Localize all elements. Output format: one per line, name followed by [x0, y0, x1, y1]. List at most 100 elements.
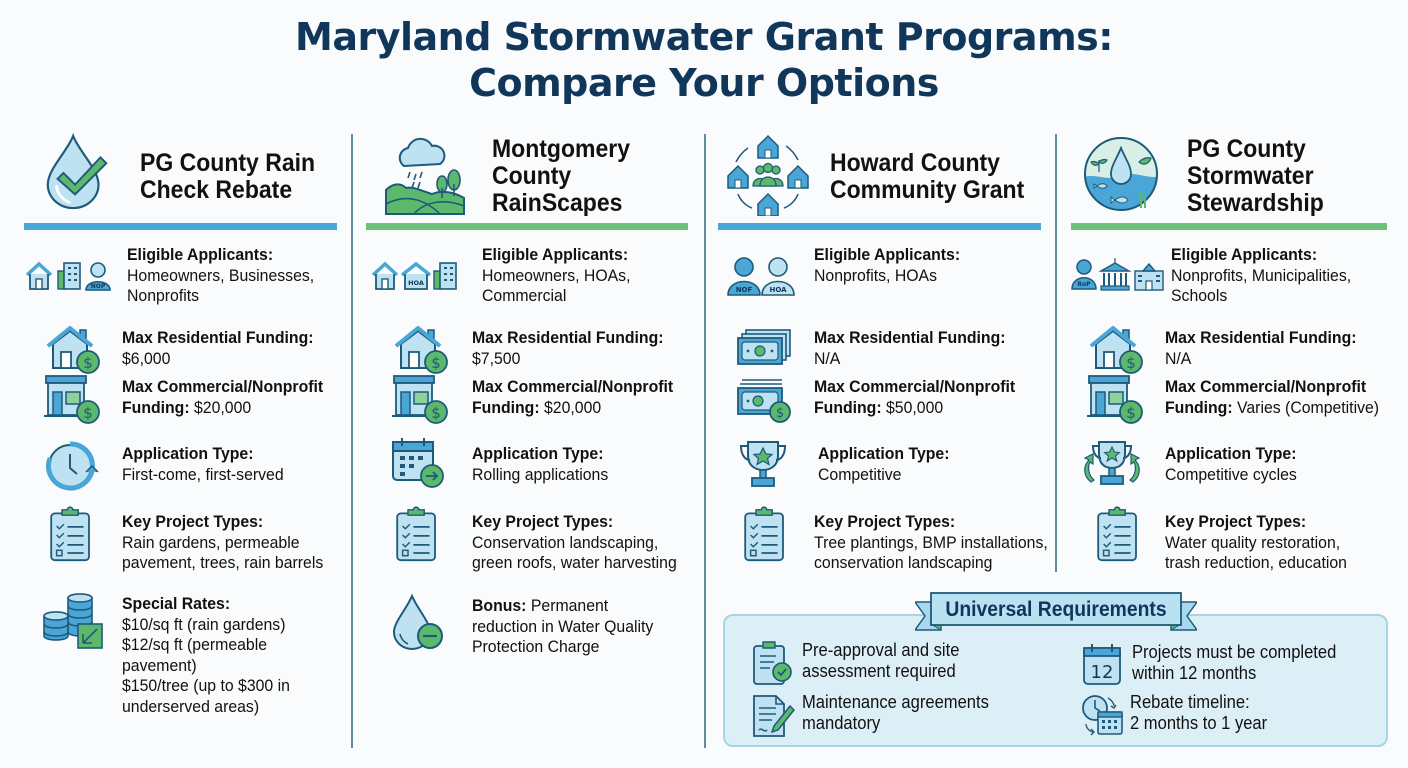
- trophy-cycle-icon: [1083, 441, 1141, 485]
- row-label: Max Commercial/Nonprofit: [122, 377, 324, 396]
- calendar-12-icon: 12: [1083, 644, 1121, 685]
- community-houses-cycle-icon: [727, 134, 809, 216]
- row-label: Application Type:: [818, 444, 950, 463]
- row-value: $150/tree (up to $300 in: [122, 676, 290, 695]
- house-dollar-icon: [42, 322, 102, 376]
- row-value: Protection Charge: [472, 637, 600, 656]
- rain-cloud-landscape-icon: [385, 137, 465, 215]
- row-value: Nonprofits, Municipalities,: [1171, 265, 1352, 285]
- row-label: Application Type:: [472, 444, 604, 463]
- clipboard-checklist-icon: [738, 505, 792, 565]
- svg-text:12: 12: [1091, 662, 1114, 683]
- row-value: underserved areas): [122, 696, 260, 716]
- row-label: Application Type:: [122, 444, 254, 463]
- row-value: $10/sq ft (rain gardens): [122, 614, 286, 634]
- clock-calendar-icon: [1082, 695, 1123, 736]
- requirement-text: 2 months to 1 year: [1130, 713, 1268, 733]
- row-label: Eligible Applicants:: [1171, 245, 1318, 264]
- row-label: Funding:: [472, 397, 540, 417]
- program-header: PG County Rain Check Rebate: [24, 130, 344, 212]
- requirement-text: within 12 months: [1132, 663, 1257, 683]
- row-value: trash reduction, education: [1165, 553, 1347, 572]
- svg-text:RoP: RoP: [1077, 281, 1091, 288]
- row-value: Homeowners, HOAs,: [482, 265, 631, 285]
- homes-hoa-commercial-icon: HOA: [371, 261, 457, 290]
- row-value: N/A: [1165, 348, 1192, 368]
- row-value: Rain gardens, permeable: [122, 532, 300, 552]
- row-value: $20,000: [194, 397, 252, 417]
- row-label: Funding:: [122, 397, 190, 417]
- program-header: Montgomery County RainScapes: [368, 130, 688, 217]
- column-divider: [1055, 134, 1057, 572]
- water-drop-check-icon: [46, 132, 108, 210]
- row-value: pavement, trees, rain barrels: [122, 553, 324, 572]
- universal-requirements-ribbon: [915, 592, 1197, 631]
- water-drop-minus-icon: [392, 593, 443, 650]
- row-value: Rolling applications: [472, 464, 609, 484]
- page-title: Maryland Stormwater Grant Programs: Comp…: [0, 14, 1408, 106]
- row-value: reduction in Water Quality: [472, 616, 654, 636]
- clock-cycle-icon: [46, 441, 99, 491]
- row-value: Nonprofits: [127, 286, 200, 305]
- row-label: Key Project Types:: [814, 512, 956, 531]
- row-label: Eligible Applicants:: [482, 245, 629, 264]
- row-label: Key Project Types:: [1165, 512, 1307, 531]
- requirement-text: Projects must be completed: [1132, 642, 1337, 662]
- row-value: First-come, first-served: [122, 464, 284, 484]
- row-value: Water quality restoration,: [1165, 532, 1341, 552]
- document-pen-icon: [753, 695, 796, 737]
- calendar-arrow-icon: [392, 438, 444, 488]
- row-value: Conservation landscaping,: [472, 532, 659, 552]
- house-dollar-icon: [1085, 322, 1145, 376]
- program-name: PG County Stormwater Stewardship: [1187, 135, 1324, 217]
- svg-text:NOP: NOP: [91, 283, 106, 290]
- header-accent-bar: [1071, 223, 1387, 230]
- row-value: conservation landscaping: [814, 553, 993, 572]
- title-line-2: Compare Your Options: [469, 61, 939, 105]
- row-label: Key Project Types:: [122, 512, 264, 531]
- row-value: Tree plantings, BMP installations,: [814, 532, 1048, 552]
- row-label: Max Residential Funding:: [122, 328, 314, 347]
- row-value: $50,000: [886, 397, 944, 417]
- row-label: Max Residential Funding:: [814, 328, 1006, 347]
- program-header: PG County Stormwater Stewardship: [1071, 130, 1391, 217]
- row-value: Varies (Competitive): [1237, 397, 1380, 417]
- row-label: Funding:: [1165, 397, 1233, 417]
- requirement-text: Rebate timeline:: [1130, 692, 1250, 712]
- row-value: Nonprofits, HOAs: [814, 265, 938, 285]
- nonprofit-hoa-people-icon: NOF HOA: [727, 257, 795, 296]
- storefront-dollar-icon: [42, 372, 102, 426]
- row-label: Funding:: [814, 397, 882, 417]
- header-accent-bar: [366, 223, 688, 230]
- row-label: Special Rates:: [122, 594, 231, 613]
- row-value: $20,000: [544, 397, 602, 417]
- column-divider: [704, 134, 706, 748]
- row-label: Max Commercial/Nonprofit: [472, 377, 674, 396]
- trophy-star-icon: [739, 441, 787, 487]
- row-value: Schools: [1171, 286, 1228, 305]
- cash-stack-icon: [737, 329, 791, 365]
- row-value: Competitive: [818, 464, 902, 484]
- column-divider: [351, 134, 353, 748]
- svg-text:HOA: HOA: [769, 286, 787, 294]
- row-value: Commercial: [482, 286, 567, 305]
- program-name: Howard County Community Grant: [830, 149, 1025, 204]
- row-label: Application Type:: [1165, 444, 1297, 463]
- program-name: Montgomery County RainScapes: [492, 135, 630, 217]
- row-value: $7,500: [472, 348, 521, 368]
- row-value: Competitive cycles: [1165, 464, 1297, 484]
- storefront-dollar-icon: [1085, 372, 1145, 426]
- nonprofit-municipal-school-icon: RoP: [1071, 258, 1164, 291]
- row-value: pavement): [122, 655, 197, 675]
- house-dollar-icon: [390, 322, 450, 376]
- row-value: $6,000: [122, 348, 171, 368]
- svg-text:$: $: [776, 406, 784, 421]
- row-value: Homeowners, Businesses,: [127, 265, 315, 285]
- row-label: Max Residential Funding:: [1165, 328, 1357, 347]
- universal-requirements-title: Universal Requirements: [945, 598, 1167, 621]
- clipboard-checklist-icon: [1091, 505, 1145, 565]
- storefront-dollar-icon: [390, 372, 450, 426]
- clipboard-check-icon: [753, 641, 792, 685]
- clipboard-checklist-icon: [390, 505, 444, 565]
- requirement-text: mandatory: [802, 713, 881, 733]
